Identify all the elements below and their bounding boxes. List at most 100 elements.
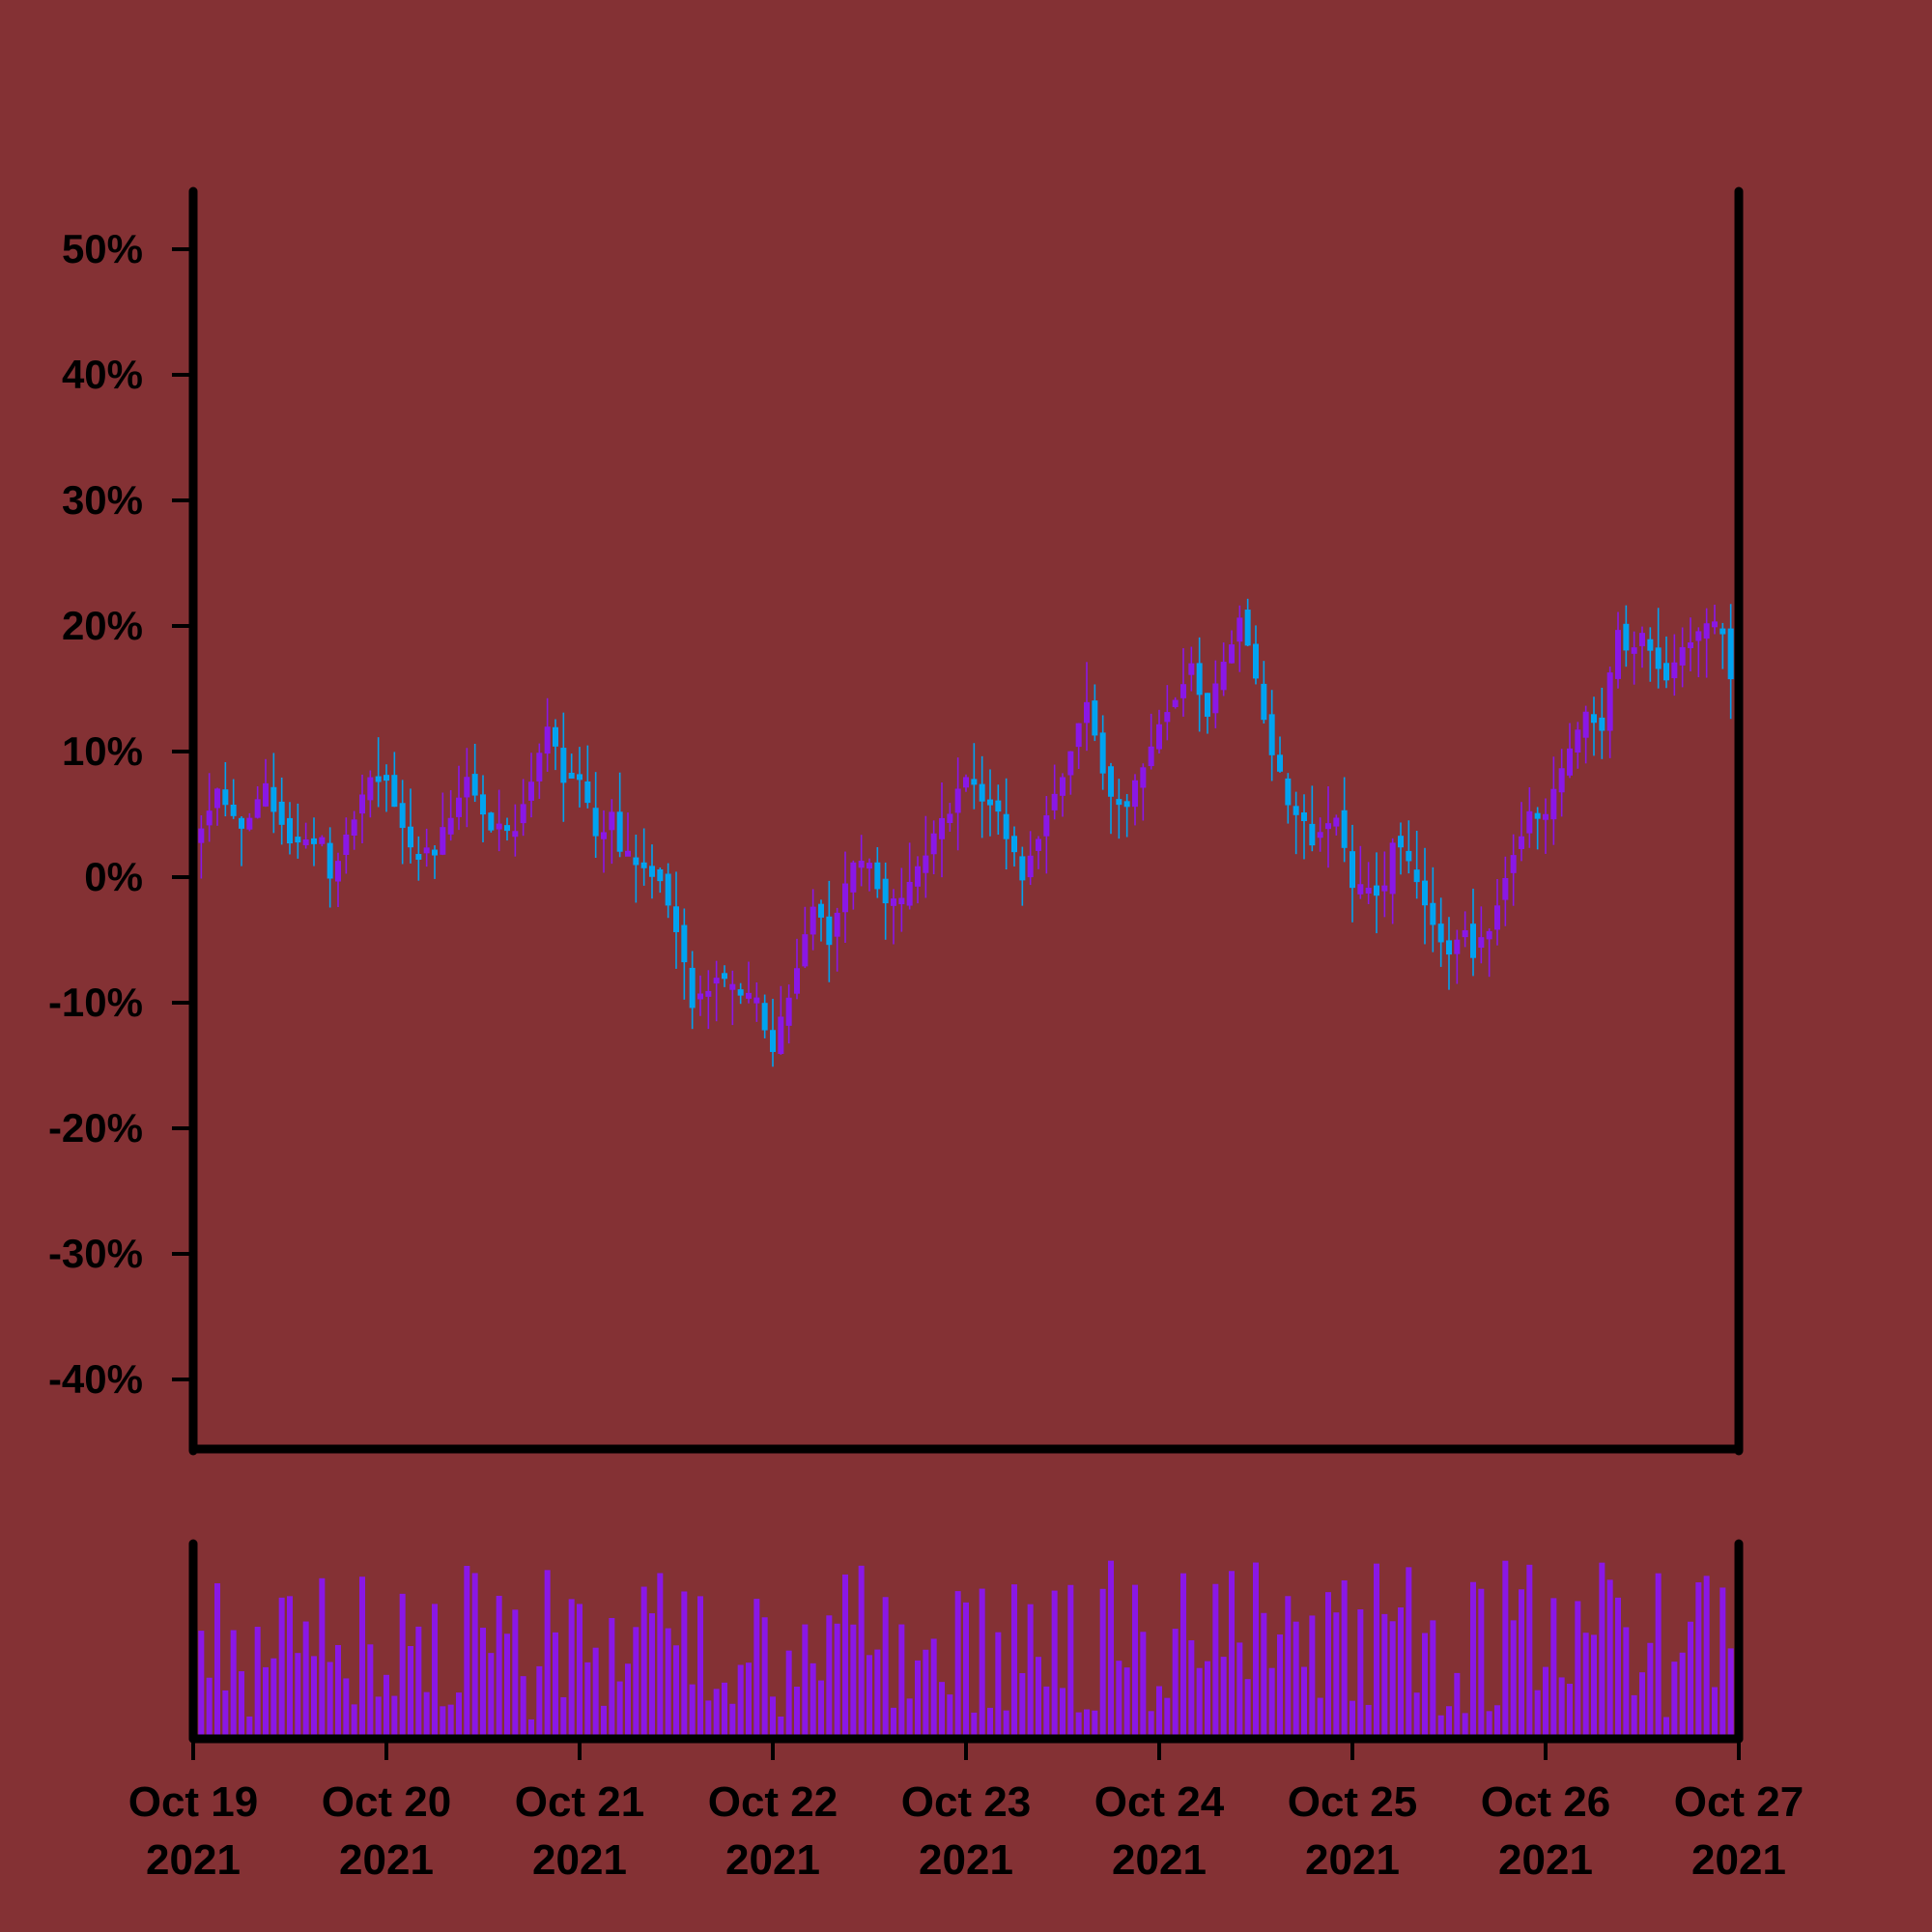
x-tick-label-date: Oct 26	[1481, 1778, 1611, 1826]
volume-bar	[713, 1689, 720, 1735]
x-tick-label-year: 2021	[339, 1836, 434, 1884]
y-tick-label: 0%	[84, 854, 143, 899]
candle-body	[415, 854, 422, 861]
candle-body	[1043, 815, 1050, 837]
candle-body	[367, 777, 374, 801]
candle-body	[577, 774, 582, 781]
volume-bar	[319, 1577, 326, 1735]
volume-bar	[1406, 1567, 1412, 1735]
volume-bar	[1502, 1560, 1509, 1735]
volume-bar	[327, 1662, 333, 1735]
candle-body	[504, 825, 510, 832]
volume-bar	[520, 1676, 526, 1735]
candle-body	[1437, 923, 1444, 943]
candle-body	[898, 897, 905, 905]
candle-body	[1502, 877, 1509, 900]
candle-body	[512, 831, 519, 838]
volume-bar	[1099, 1588, 1106, 1735]
volume-bar	[802, 1624, 809, 1735]
candle-body	[1454, 939, 1461, 954]
candle-body	[995, 800, 1002, 812]
candle-body	[761, 1003, 768, 1031]
candle-body	[826, 916, 833, 946]
volume-bar	[1462, 1713, 1468, 1735]
volume-bar	[1132, 1584, 1138, 1735]
volume-bar	[930, 1638, 937, 1735]
volume-bar	[1478, 1588, 1485, 1735]
candle-body	[1381, 885, 1388, 892]
volume-bar	[1558, 1677, 1565, 1735]
candle-body	[198, 828, 205, 843]
candle-body	[239, 817, 244, 829]
candle-body	[1663, 663, 1669, 681]
volume-bar	[737, 1664, 744, 1735]
volume-bar	[512, 1609, 519, 1735]
candle-body	[1309, 823, 1316, 846]
candle-body	[939, 817, 945, 839]
volume-bar	[681, 1591, 688, 1735]
volume-bar	[1365, 1704, 1372, 1735]
candle-body	[1422, 880, 1428, 906]
candle-body	[1591, 714, 1597, 724]
candle-body	[705, 990, 712, 997]
candle-body	[1550, 788, 1557, 820]
volume-bar	[230, 1630, 237, 1735]
volume-bar	[536, 1665, 543, 1735]
x-tick-label-date: Oct 27	[1674, 1778, 1804, 1826]
candle-body	[1406, 850, 1412, 862]
volume-bar	[553, 1632, 558, 1735]
candle-body	[609, 811, 615, 831]
volume-bar	[1309, 1615, 1316, 1735]
volume-bar	[1671, 1662, 1678, 1735]
x-tick-label-date: Oct 22	[708, 1778, 838, 1826]
volume-bar	[1647, 1642, 1654, 1735]
candle-body	[1277, 754, 1283, 772]
candle-body	[1389, 842, 1396, 895]
volume-bar	[1236, 1642, 1243, 1735]
candle-body	[1430, 902, 1436, 925]
candle-body	[1132, 780, 1138, 808]
volume-bar	[882, 1597, 889, 1735]
volume-bar	[528, 1719, 534, 1735]
candle-body	[1350, 851, 1355, 889]
volume-bar	[1268, 1667, 1275, 1735]
candle-body	[818, 903, 824, 918]
volume-bar	[1398, 1606, 1404, 1735]
candle-body	[399, 803, 406, 829]
candle-body	[1051, 793, 1058, 810]
volume-bar	[1067, 1584, 1074, 1735]
volume-bar	[1325, 1592, 1331, 1735]
volume-bar	[979, 1588, 985, 1735]
y-tick-label: -20%	[48, 1105, 143, 1151]
y-axis-ticks: 50% 40% 30% 20% 10% 0% -10% -20% -30% -40%	[48, 226, 189, 1402]
volume-bar	[1084, 1709, 1090, 1735]
candle-body	[874, 862, 881, 890]
volume-bar	[842, 1574, 848, 1735]
candle-body	[1333, 817, 1340, 827]
candle-body	[891, 898, 896, 906]
volume-bar	[1036, 1657, 1041, 1735]
candle-body	[1301, 812, 1307, 822]
y-tick-label: -30%	[48, 1231, 143, 1276]
candle-body	[1172, 699, 1179, 707]
volume-bar	[592, 1647, 599, 1735]
volume-bar	[440, 1706, 446, 1735]
candle-body	[528, 781, 534, 801]
volume-bar	[874, 1649, 881, 1735]
volume-bar	[1116, 1661, 1122, 1735]
candle-body	[335, 861, 341, 882]
candle-body	[1092, 700, 1098, 736]
volume-bar	[898, 1624, 905, 1735]
volume-bar	[1688, 1621, 1693, 1735]
volume-bar	[302, 1621, 309, 1735]
candle-body	[1606, 672, 1613, 731]
volume-bar	[633, 1627, 639, 1735]
candle-body	[858, 861, 865, 868]
candle-body	[947, 813, 953, 824]
x-axis-ticks: Oct 19 2021 Oct 20 2021 Oct 21 2021 Oct 22 2021…	[128, 1743, 1804, 1884]
candle-body	[263, 782, 269, 807]
candle-body	[592, 808, 599, 837]
candle-body	[432, 849, 438, 856]
candle-body	[1413, 869, 1420, 883]
candle-body	[915, 866, 921, 887]
